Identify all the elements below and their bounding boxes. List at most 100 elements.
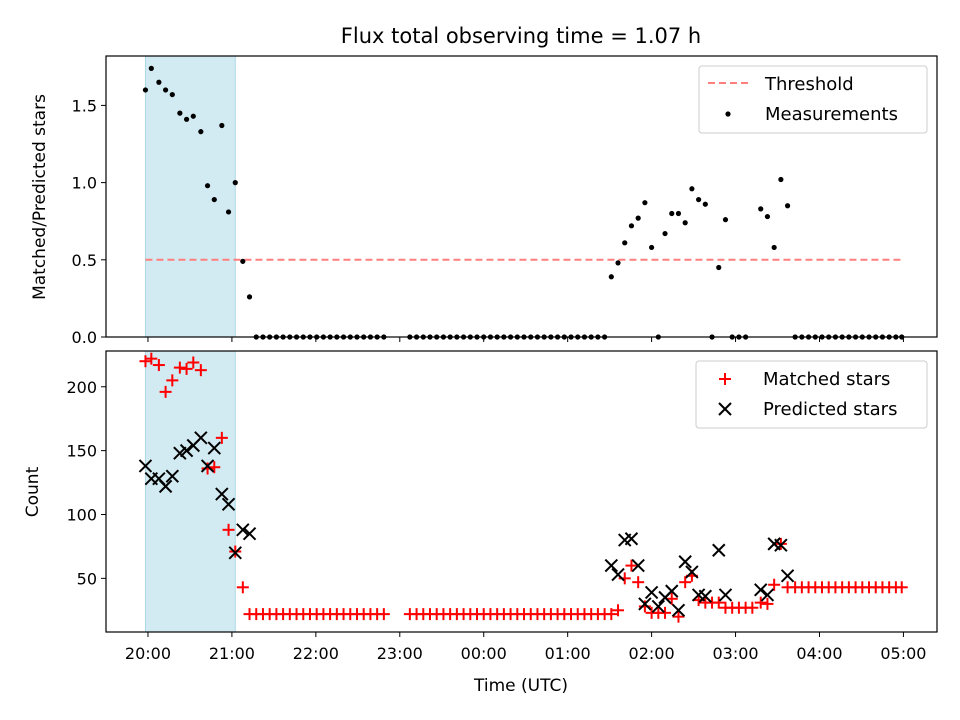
matched-star-point <box>761 597 774 610</box>
measurement-point <box>696 196 702 203</box>
predicted-star-point <box>651 599 666 614</box>
predicted-star-point <box>236 523 250 537</box>
count-y-tick-label: 50 <box>77 569 97 588</box>
legend-predicted-swatch <box>718 402 732 416</box>
legend-matched-label: Matched stars <box>763 369 890 390</box>
measurement-point <box>169 91 175 98</box>
predicted-star-point <box>221 497 236 511</box>
measurement-point <box>615 260 621 266</box>
legend-measurements-swatch <box>725 111 731 117</box>
matched-star-point <box>895 581 908 594</box>
predicted-star-point <box>158 479 173 494</box>
measurement-point <box>628 223 635 229</box>
matched-star-point <box>139 355 152 368</box>
measurement-point <box>771 244 777 251</box>
predicted-star-point <box>200 459 215 473</box>
measurement-point <box>669 210 675 217</box>
predicted-star-point <box>754 583 768 597</box>
measurement-point <box>183 116 190 122</box>
predicted-star-point <box>638 597 652 611</box>
predicted-star-point <box>228 546 242 560</box>
measurement-point <box>240 258 246 264</box>
chart-title: Flux total observing time = 1.07 h <box>341 24 701 48</box>
measurement-point <box>608 274 614 280</box>
measurement-point <box>190 113 196 119</box>
predicted-star-point <box>242 526 257 541</box>
matched-star-point <box>166 374 179 387</box>
x-tick-label: 04:00 <box>796 644 842 663</box>
measurement-point <box>148 65 154 71</box>
measurement-point <box>716 264 722 271</box>
measurement-point <box>142 87 149 93</box>
matched-star-point <box>712 596 725 609</box>
measurement-point <box>219 122 225 129</box>
predicted-star-point <box>631 558 645 573</box>
predicted-star-point <box>207 441 221 455</box>
x-tick-label: 01:00 <box>545 644 591 663</box>
x-tick-label: 21:00 <box>209 644 255 663</box>
predicted-star-point <box>644 585 659 600</box>
matched-star-point <box>145 352 158 365</box>
count-legend: Matched stars Predicted stars <box>695 360 928 429</box>
predicted-star-point <box>611 567 625 582</box>
predicted-star-point <box>671 603 686 617</box>
x-tick-label: 03:00 <box>712 644 758 663</box>
matched-star-point <box>377 608 390 621</box>
matched-star-point <box>679 576 692 589</box>
matched-star-point <box>159 385 172 398</box>
matched-star-point <box>236 581 249 594</box>
ratio-y-tick-label: 1.5 <box>72 96 97 115</box>
matched-star-point <box>194 364 207 377</box>
predicted-star-point <box>215 487 229 501</box>
matched-star-point <box>672 610 685 623</box>
count-panel: 50 100 150 200 20:00 21:00 22:00 23:00 00:00 01:… <box>23 350 938 696</box>
ratio-panel: 0.0 0.5 1.0 1.5 Matched/Predicted stars Thr… <box>30 55 938 347</box>
matched-star-point <box>746 601 759 614</box>
predicted-star-point <box>780 569 795 583</box>
measurement-point <box>232 180 238 186</box>
measurement-point <box>162 87 169 93</box>
measurement-point <box>689 186 695 192</box>
count-y-tick-label: 150 <box>66 442 97 461</box>
matched-star-point <box>754 596 767 609</box>
count-y-tick-label: 200 <box>66 378 97 397</box>
matched-star-point <box>222 523 235 536</box>
matched-star-point <box>659 606 672 619</box>
predicted-star-point <box>624 532 639 546</box>
matched-star-point <box>152 359 165 372</box>
predicted-star-point <box>604 558 619 573</box>
measurement-point <box>246 294 253 300</box>
predicted-star-point <box>698 589 713 603</box>
ratio-y-tick-label: 0.5 <box>72 251 97 270</box>
measurement-point <box>675 210 682 217</box>
matched-star-point <box>605 608 618 621</box>
legend-measurements-label: Measurements <box>765 104 898 125</box>
matched-star-point <box>187 356 200 369</box>
predicted-star-point <box>138 459 153 473</box>
measurement-point <box>622 240 628 246</box>
matched-star-point <box>632 576 645 589</box>
measurement-point <box>198 129 204 135</box>
observing-window-span <box>144 350 236 633</box>
measurement-point <box>682 220 688 226</box>
x-tick-label: 05:00 <box>880 644 926 663</box>
legend-predicted-label: Predicted stars <box>763 399 897 420</box>
x-tick-label: 00:00 <box>461 644 507 663</box>
matched-star-point <box>665 592 678 605</box>
ratio-plot-frame <box>105 55 938 338</box>
predicted-star-point <box>665 584 679 598</box>
predicted-star-point <box>194 431 208 445</box>
matched-star-point <box>215 431 228 444</box>
matched-star-point <box>201 462 214 475</box>
ratio-legend-box <box>698 65 928 134</box>
measurement-point <box>177 110 183 116</box>
measurement-point <box>156 79 162 85</box>
x-tick-label: 22:00 <box>293 644 339 663</box>
measurement-point <box>784 203 791 209</box>
predicted-star-point <box>165 469 180 483</box>
measurement-point <box>758 206 764 212</box>
matched-star-point <box>208 461 221 474</box>
ratio-y-axis-label: Matched/Predicted stars <box>30 94 50 300</box>
measurement-point <box>649 244 655 251</box>
measurement-point <box>662 230 668 237</box>
